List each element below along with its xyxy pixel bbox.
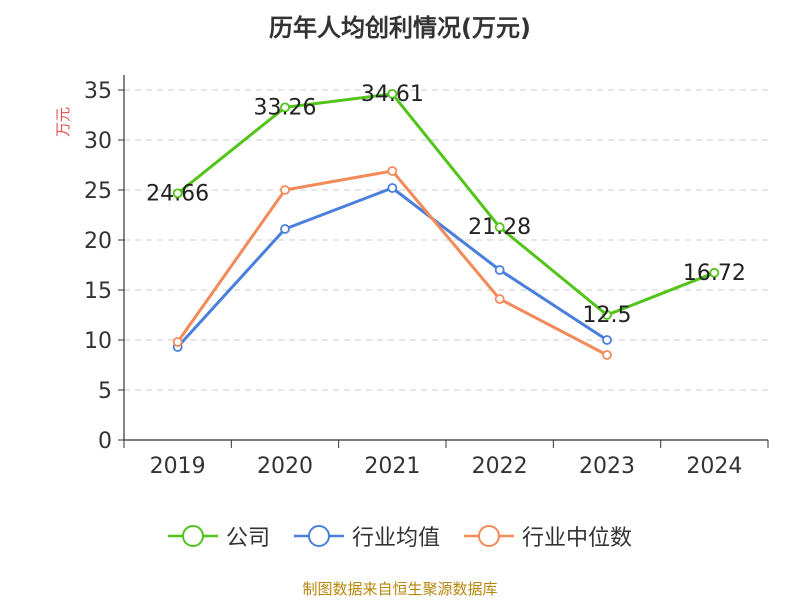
data-point	[494, 294, 505, 304]
data-label: 21.28	[468, 215, 531, 240]
legend-swatch-icon	[167, 525, 218, 547]
x-tick-label: 2024	[686, 454, 742, 479]
data-point	[602, 350, 612, 360]
data-point	[172, 337, 183, 347]
y-tick-label: 0	[98, 429, 112, 454]
legend-swatch-icon	[293, 525, 344, 547]
legend: 公司 行业均值 行业中位数	[0, 520, 800, 552]
data-point	[494, 265, 505, 275]
y-tick-label: 5	[98, 379, 112, 404]
legend-item[interactable]: 行业中位数	[464, 520, 632, 552]
x-tick-label: 2023	[579, 454, 635, 479]
y-tick-label: 35	[84, 79, 112, 104]
chart-title: 历年人均创利情况(万元)	[269, 14, 531, 42]
axes: 0 5 10 15 20 25 30 35 万元 2019 2020 2021 2022 2023 2024	[54, 75, 769, 479]
data-label: 16.72	[683, 261, 746, 286]
x-tick-label: 2019	[150, 454, 206, 479]
legend-item[interactable]: 公司	[167, 520, 270, 552]
data-point	[280, 102, 290, 113]
data-point	[387, 183, 398, 193]
legend-label: 行业中位数	[522, 526, 633, 551]
data-point	[280, 185, 290, 195]
data-point	[172, 188, 183, 199]
y-tick-label: 25	[84, 179, 112, 204]
legend-label: 行业均值	[351, 526, 440, 551]
series-lines	[172, 89, 720, 360]
grid-lines	[124, 89, 768, 391]
data-point	[602, 310, 612, 320]
data-label: 33.26	[254, 95, 317, 120]
y-tick-label: 30	[84, 129, 112, 154]
legend-label: 公司	[225, 526, 270, 551]
legend-item[interactable]: 行业均值	[293, 520, 440, 552]
y-tick-label: 10	[84, 329, 112, 354]
data-point	[387, 89, 398, 99]
data-label: 24.66	[146, 181, 209, 206]
y-axis-label: 万元	[54, 107, 72, 137]
data-label: 12.5	[583, 303, 632, 328]
data-point	[494, 222, 505, 233]
data-point	[387, 166, 398, 176]
data-label: 34.61	[361, 82, 424, 107]
y-tick-label: 15	[84, 279, 112, 304]
series-line	[176, 92, 715, 317]
x-tick-label: 2022	[472, 454, 528, 479]
data-labels: 24.66 33.26 34.61 21.28 12.5 16.72	[146, 82, 746, 328]
source-text: 制图数据来自恒生聚源数据库	[302, 580, 498, 598]
series-line	[176, 186, 608, 349]
data-point	[709, 267, 720, 278]
data-point	[602, 335, 612, 345]
data-point	[280, 224, 290, 234]
legend-swatch-icon	[464, 525, 514, 547]
x-tick-label: 2021	[364, 454, 420, 479]
y-tick-label: 20	[84, 229, 112, 254]
x-tick-label: 2020	[257, 454, 313, 479]
